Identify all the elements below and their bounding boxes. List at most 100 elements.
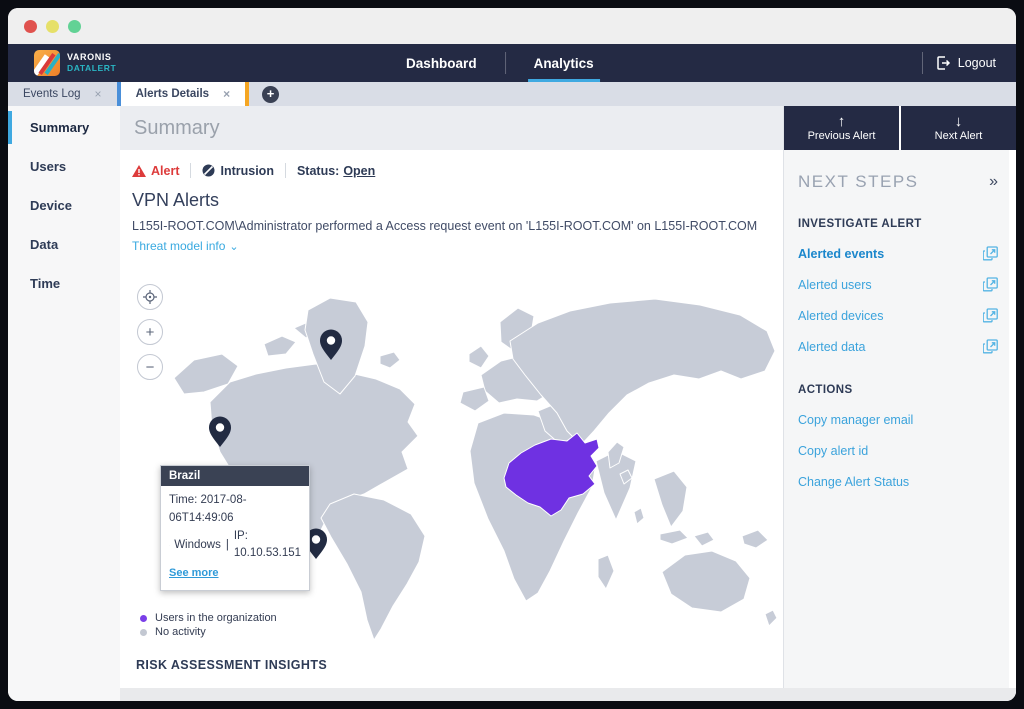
panel-title: Summary bbox=[134, 116, 220, 139]
top-navbar: VARONIS DATALERT Dashboard Analytics Log… bbox=[8, 44, 1016, 82]
nav-item-analytics[interactable]: Analytics bbox=[506, 44, 622, 82]
alert-title: VPN Alerts bbox=[132, 190, 220, 210]
next-steps-panel: ↑ Previous Alert ↓ Next Alert NEXT STEPS… bbox=[783, 106, 1016, 701]
summary-panel: Summary Alert Intrusion Status: Open bbox=[120, 106, 783, 701]
legend-label: Users in the organization bbox=[155, 612, 277, 624]
status-value-link[interactable]: Open bbox=[343, 163, 376, 178]
landmass-australia bbox=[661, 550, 751, 613]
sidebar-item-time[interactable]: Time bbox=[30, 276, 61, 291]
add-tab-button[interactable]: + bbox=[262, 85, 280, 103]
action-copy-manager-email[interactable]: Copy manager email bbox=[798, 412, 914, 427]
landmass-south-america bbox=[320, 493, 426, 641]
collapse-panel-icon[interactable]: » bbox=[989, 173, 998, 190]
link-alerted-devices[interactable]: Alerted devices bbox=[798, 308, 998, 323]
plus-icon: + bbox=[266, 85, 275, 101]
map-pin-greenland[interactable] bbox=[320, 329, 342, 361]
window-close-button[interactable] bbox=[24, 19, 37, 33]
highlighted-country-china[interactable] bbox=[503, 432, 600, 517]
landmass-philippines bbox=[633, 507, 645, 525]
next-section-peek bbox=[120, 688, 1016, 701]
left-sidebar: Summary Users Device Data Time bbox=[8, 106, 120, 701]
arrow-up-icon: ↑ bbox=[837, 113, 846, 130]
sidebar-item-data[interactable]: Data bbox=[30, 237, 59, 252]
landmass-asia bbox=[509, 298, 776, 446]
window-maximize-button[interactable] bbox=[68, 19, 81, 33]
arrow-down-icon: ↓ bbox=[954, 113, 963, 130]
external-link-icon bbox=[983, 277, 998, 292]
action-copy-alert-id[interactable]: Copy alert id bbox=[798, 443, 869, 458]
landmass-papua bbox=[741, 529, 769, 549]
landmass-iberia bbox=[459, 386, 490, 412]
active-indicator bbox=[8, 111, 12, 144]
tooltip-os-name: Windows bbox=[174, 538, 221, 551]
map-reset-view-button[interactable] bbox=[137, 284, 163, 310]
window-minimize-button[interactable] bbox=[46, 19, 59, 33]
window-titlebar bbox=[8, 8, 1016, 44]
tab-alerts-details[interactable]: Alerts Details × bbox=[116, 82, 250, 106]
status-label: Status: bbox=[296, 163, 340, 178]
landmass-arctic-islands bbox=[263, 335, 297, 357]
tab-bar: Events Log × Alerts Details × + bbox=[8, 82, 1016, 106]
external-link-icon bbox=[983, 339, 998, 354]
next-steps-title: NEXT STEPS bbox=[798, 172, 919, 191]
tooltip-country: Brazil bbox=[161, 466, 309, 486]
landmass-iceland bbox=[379, 351, 401, 369]
actions-heading: ACTIONS bbox=[798, 384, 853, 396]
map-zoom-out-button[interactable]: − bbox=[137, 354, 163, 380]
landmass-indonesia bbox=[659, 529, 689, 545]
close-icon[interactable]: × bbox=[223, 87, 231, 101]
landmass-new-zealand bbox=[764, 609, 778, 627]
map-zoom-in-button[interactable]: + bbox=[137, 319, 163, 345]
nav-separator bbox=[921, 52, 923, 74]
alert-label: Alert bbox=[151, 163, 180, 178]
nav-item-dashboard[interactable]: Dashboard bbox=[406, 55, 477, 71]
landmass-indonesia bbox=[693, 531, 715, 547]
close-icon[interactable]: × bbox=[94, 87, 102, 101]
nav-separator bbox=[504, 52, 506, 74]
logo-line2: DATALERT bbox=[67, 63, 117, 74]
tooltip-ip: IP: 10.10.53.151 bbox=[233, 529, 302, 560]
sidebar-item-device[interactable]: Device bbox=[30, 198, 72, 213]
map-pin-brazil[interactable] bbox=[305, 528, 327, 560]
intrusion-icon bbox=[202, 164, 215, 177]
chevron-down-icon: ⌄ bbox=[229, 241, 239, 253]
next-alert-button[interactable]: ↓ Next Alert bbox=[901, 106, 1016, 150]
link-alerted-data[interactable]: Alerted data bbox=[798, 339, 998, 354]
logo-line1: VARONIS bbox=[67, 52, 112, 63]
landmass-alaska bbox=[173, 353, 239, 395]
external-link-icon bbox=[983, 308, 998, 323]
logout-icon bbox=[937, 56, 950, 70]
scrollbar-track[interactable] bbox=[1009, 150, 1016, 701]
landmass-indochina bbox=[653, 470, 688, 528]
see-more-link[interactable]: See more bbox=[169, 567, 219, 580]
legend-dot-users bbox=[140, 614, 147, 622]
threat-model-info-link[interactable]: Threat model info ⌄ bbox=[132, 239, 239, 253]
action-change-alert-status[interactable]: Change Alert Status bbox=[798, 474, 910, 489]
map-tooltip: Brazil Time: 2017-08-06T14:49:06 Windows… bbox=[160, 465, 310, 592]
panel-header: Summary bbox=[120, 106, 783, 150]
legend-dot-no-activity bbox=[140, 628, 147, 636]
legend-label: No activity bbox=[155, 626, 206, 638]
landmass-japan bbox=[619, 469, 633, 485]
link-alerted-users[interactable]: Alerted users bbox=[798, 277, 998, 292]
link-alerted-events[interactable]: Alerted events bbox=[798, 246, 998, 261]
map-legend: Users in the organization No activity bbox=[140, 611, 277, 639]
landmass-uk bbox=[468, 345, 490, 369]
plus-icon: + bbox=[145, 323, 155, 341]
crosshair-icon bbox=[143, 290, 157, 304]
alert-meta-row: Alert Intrusion Status: Open bbox=[132, 163, 375, 178]
tab-events-log[interactable]: Events Log × bbox=[23, 87, 102, 101]
landmass-japan bbox=[607, 441, 625, 469]
world-map[interactable] bbox=[168, 282, 780, 646]
minus-icon: − bbox=[145, 358, 155, 376]
varonis-logo: VARONIS DATALERT bbox=[34, 50, 116, 76]
previous-alert-button[interactable]: ↑ Previous Alert bbox=[784, 106, 899, 150]
map-pin-canada[interactable] bbox=[209, 416, 231, 448]
investigate-alert-heading: INVESTIGATE ALERT bbox=[798, 218, 922, 230]
alert-type: Intrusion bbox=[220, 163, 274, 178]
risk-assessment-heading: RISK ASSESSMENT INSIGHTS bbox=[136, 658, 328, 672]
active-nav-underline bbox=[527, 79, 600, 82]
sidebar-item-summary[interactable]: Summary bbox=[8, 108, 120, 147]
logout-button[interactable]: Logout bbox=[935, 55, 996, 71]
sidebar-item-users[interactable]: Users bbox=[30, 159, 67, 174]
